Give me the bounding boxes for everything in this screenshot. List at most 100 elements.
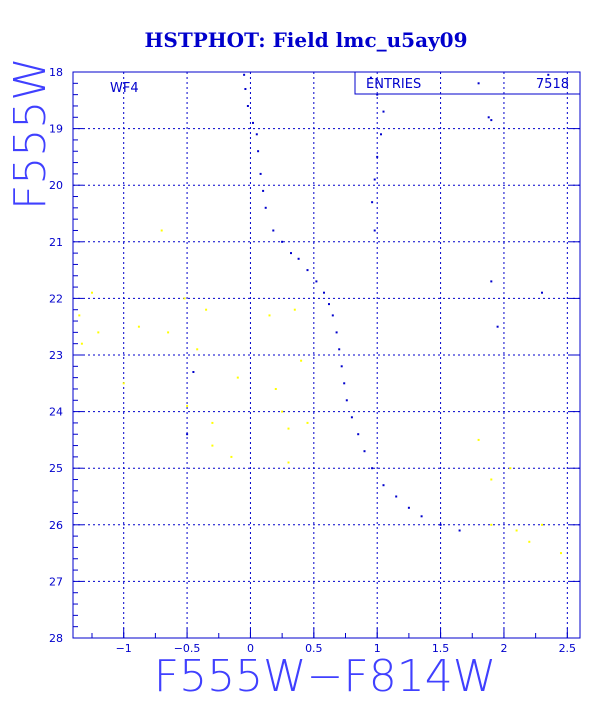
y-tick-label: 18: [49, 66, 63, 79]
data-point: [306, 421, 309, 424]
data-point: [490, 119, 493, 122]
y-tick-label: 24: [49, 406, 63, 419]
data-point: [205, 308, 208, 311]
data-point: [211, 444, 214, 447]
data-point: [357, 433, 360, 436]
data-point: [262, 189, 265, 192]
x-tick-label: 2.5: [559, 642, 577, 655]
annotation-wf4: WF4: [110, 81, 139, 96]
data-point: [407, 506, 410, 509]
data-point: [369, 76, 372, 79]
data-point: [196, 348, 199, 351]
data-point: [243, 73, 246, 76]
data-point: [287, 427, 290, 430]
grid-lines: [73, 72, 580, 638]
data-point: [290, 252, 292, 255]
data-point: [259, 172, 262, 175]
data-point: [515, 529, 518, 532]
data-point: [371, 467, 374, 470]
data-point: [382, 110, 385, 113]
data-point: [496, 325, 499, 328]
data-point: [345, 399, 348, 402]
data-point: [420, 515, 423, 518]
y-axis-label: F555W: [5, 57, 56, 210]
data-point: [167, 331, 170, 334]
data-point: [439, 523, 442, 526]
data-point: [122, 382, 125, 385]
data-point: [230, 455, 233, 458]
data-point: [560, 552, 562, 555]
y-tick-label: 23: [49, 349, 63, 362]
data-point: [281, 240, 284, 243]
data-point: [306, 269, 309, 272]
data-point: [509, 467, 512, 470]
data-point: [380, 133, 382, 136]
data-point: [211, 421, 214, 424]
data-point: [373, 229, 376, 232]
data-point: [274, 388, 277, 390]
data-point: [252, 121, 254, 124]
data-point: [371, 201, 374, 204]
data-point: [300, 359, 303, 362]
data-point: [244, 88, 247, 90]
data-point: [183, 297, 186, 300]
data-point: [257, 150, 260, 153]
data-point: [268, 314, 271, 317]
data-point: [331, 314, 334, 317]
data-point: [350, 416, 353, 419]
data-point: [281, 410, 284, 413]
x-tick-label: 0: [247, 642, 254, 655]
x-axis-label: F555W−F814W: [154, 651, 496, 702]
data-point: [192, 371, 195, 373]
x-tick-label: 1: [374, 642, 381, 655]
data-point: [186, 404, 189, 407]
data-point: [376, 93, 379, 96]
data-point: [395, 495, 398, 498]
data-point: [335, 331, 338, 334]
data-point: [477, 82, 480, 85]
stats-box-frame: [354, 71, 581, 95]
data-point: [487, 116, 490, 119]
data-point: [91, 291, 93, 294]
y-tick-label: 19: [49, 123, 63, 136]
data-point: [236, 376, 239, 379]
data-point: [78, 314, 81, 317]
data-point: [137, 325, 140, 328]
data-point: [343, 382, 346, 385]
x-tick-label: 2: [500, 642, 507, 655]
data-point: [458, 529, 461, 532]
data-points: [78, 73, 562, 555]
stats-label: ENTRIES: [366, 77, 421, 92]
data-point: [490, 478, 493, 481]
data-point: [315, 280, 318, 283]
x-tick-label: 1.5: [432, 642, 450, 655]
y-tick-label: 28: [49, 632, 63, 645]
data-point: [255, 133, 258, 136]
data-point: [363, 450, 366, 453]
data-point: [528, 540, 531, 543]
data-point: [264, 206, 267, 209]
data-point: [382, 484, 385, 487]
data-point: [541, 291, 543, 294]
stats-value: 7518: [536, 77, 569, 92]
data-point: [541, 523, 543, 526]
data-point: [97, 331, 100, 334]
x-tick-label: −0.5: [174, 642, 201, 655]
data-point: [293, 308, 296, 311]
x-tick-label: −1: [116, 642, 132, 655]
data-point: [376, 155, 379, 158]
axis-ticks: −1 −0.5 0 0.5 1 1.5 2 2.5 18 19 20 21 22 23 24 25 26 27 28: [49, 66, 580, 655]
stats-box: ENTRIES 7518: [354, 71, 581, 95]
y-tick-label: 21: [49, 236, 63, 249]
data-point: [80, 342, 83, 345]
data-point: [186, 433, 189, 436]
data-point: [272, 229, 275, 232]
data-point: [547, 73, 550, 76]
data-point: [287, 461, 290, 464]
y-tick-label: 27: [49, 575, 63, 588]
x-tick-label: 0.5: [305, 642, 323, 655]
data-point: [297, 257, 300, 260]
data-point: [338, 348, 341, 351]
data-point: [340, 365, 343, 368]
y-tick-label: 22: [49, 292, 63, 305]
